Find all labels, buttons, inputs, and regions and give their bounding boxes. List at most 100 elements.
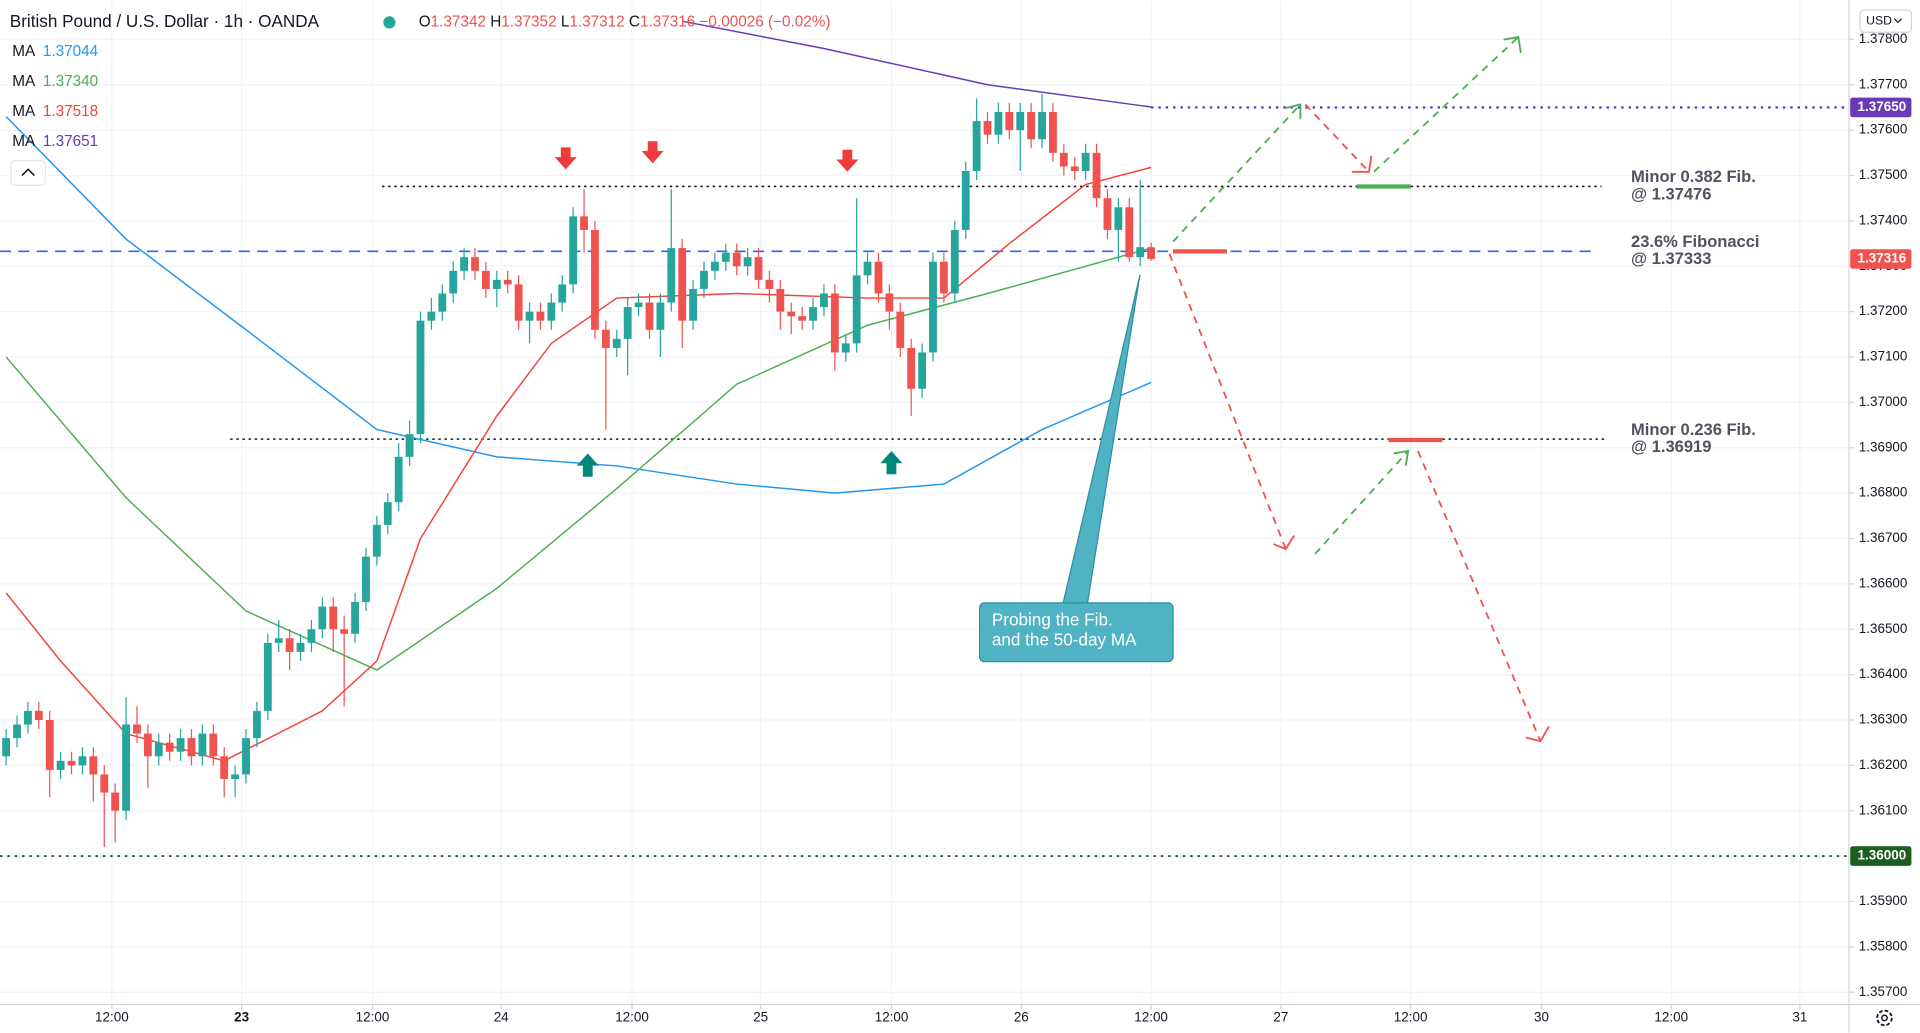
candle-body: [471, 257, 479, 271]
gear-center: [1881, 1014, 1888, 1022]
y-tick-label: 1.35900: [1859, 893, 1908, 908]
gear[interactable]: [1876, 1009, 1893, 1027]
y-tick-label: 1.37800: [1859, 31, 1908, 46]
axis-labels: 1.37800 1.37700 1.37600 1.37500 1.37400 1.373…: [95, 31, 1907, 1025]
ohlc-value: 1.37312: [569, 13, 624, 30]
candle-body: [231, 774, 240, 779]
ohlc-value: 1.37352: [501, 13, 556, 30]
candle-body: [263, 642, 272, 711]
candle-body: [242, 738, 250, 775]
price-tag-label: 1.37650: [1858, 99, 1907, 114]
candle-body: [296, 642, 305, 652]
candle-body: [416, 320, 425, 435]
candle-body: [972, 121, 981, 171]
arrow-head: [1503, 36, 1522, 54]
candle-body: [743, 257, 752, 267]
currency-label: USD: [1866, 13, 1892, 27]
level-label: Minor 0.236 Fib.: [1631, 420, 1756, 439]
candle-body: [710, 261, 719, 271]
last-price-label: 1.37316: [1858, 251, 1907, 266]
candle-body: [830, 293, 839, 353]
candle-body: [1070, 166, 1079, 171]
candle-body: [721, 252, 730, 262]
candle-body: [2, 738, 11, 757]
y-tick-label: 1.36400: [1859, 666, 1908, 681]
candle-body: [165, 742, 174, 752]
x-tick-label: 23: [234, 1009, 249, 1024]
collapse-button[interactable]: [10, 160, 46, 186]
signal-arrows: [554, 141, 903, 477]
candle-body: [13, 724, 21, 739]
candle-body: [329, 606, 338, 630]
candle-body: [852, 275, 861, 344]
y-tick-label: 1.37400: [1859, 212, 1908, 227]
candle-body: [514, 284, 523, 321]
settings-button[interactable]: [1876, 1009, 1893, 1027]
candle-body: [776, 288, 785, 312]
ohlc-label: O: [419, 13, 431, 30]
y-tick-label: 1.37600: [1859, 122, 1908, 137]
candle-body: [111, 792, 120, 811]
down-arrow: [554, 147, 577, 170]
candle-body: [645, 302, 654, 330]
candle-body: [143, 733, 152, 757]
legend-name: MA: [12, 133, 36, 150]
collapse-icon: [21, 168, 35, 177]
legend-value: 1.37651: [43, 133, 98, 150]
x-tick-label: 12:00: [95, 1009, 129, 1024]
y-tick-label: 1.37200: [1859, 303, 1908, 318]
ma-line: [5, 166, 1152, 762]
candle-body: [89, 756, 98, 775]
y-tick-label: 1.36600: [1859, 575, 1908, 590]
down-arrow: [641, 141, 664, 164]
currency-button[interactable]: USD: [1859, 9, 1913, 33]
arrow-head: [1393, 449, 1410, 466]
candle-body: [133, 724, 141, 734]
candle-body: [634, 302, 643, 308]
level-label: @ 1.36919: [1631, 437, 1711, 456]
x-tick-label: 12:00: [875, 1009, 909, 1024]
candle-body: [187, 738, 196, 757]
candle-body: [372, 524, 381, 557]
ma-line: [5, 116, 1152, 494]
candle-body: [340, 629, 349, 634]
candle-body: [525, 311, 534, 321]
candle-body: [678, 248, 687, 321]
candle-body: [492, 279, 501, 289]
y-tick-label: 1.36200: [1859, 757, 1908, 772]
candle-body: [700, 270, 708, 289]
moving-averages: [5, 20, 1152, 762]
candle-body: [56, 760, 65, 770]
x-tick-label: 12:00: [1134, 1009, 1168, 1024]
x-tick-label: 12:00: [615, 1009, 649, 1024]
candle-body: [1081, 152, 1090, 171]
grid: [0, 0, 1849, 1005]
candle-body: [252, 710, 261, 739]
x-tick-label: 31: [1792, 1009, 1807, 1024]
candle-body: [787, 311, 796, 317]
candles: [2, 93, 1156, 848]
ohlc-label: H: [490, 13, 501, 30]
candle-body: [209, 733, 218, 757]
projections: [1168, 36, 1542, 742]
candle-body: [591, 229, 599, 330]
candle-body: [1027, 111, 1036, 140]
arrow-head: [1273, 534, 1296, 551]
markers: [1173, 184, 1443, 443]
x-tick-label: 12:00: [1394, 1009, 1428, 1024]
price-tag-label: 1.36000: [1858, 848, 1907, 863]
change: −0.00026 (−0.02%): [700, 13, 831, 30]
legend-name: MA: [12, 103, 36, 120]
projection-up: [1172, 103, 1302, 243]
candle-body: [449, 270, 458, 294]
legend-value: 1.37340: [43, 73, 98, 90]
currency-box[interactable]: [1859, 9, 1913, 33]
y-tick-label: 1.37000: [1859, 394, 1908, 409]
candle-body: [362, 556, 370, 603]
candle-body: [601, 329, 610, 348]
candle-body: [1005, 111, 1014, 131]
ohlc: O1.37342 H1.37352 L1.37312 C1.37316 −0.0…: [419, 13, 831, 30]
projection-heads: [1273, 36, 1550, 743]
